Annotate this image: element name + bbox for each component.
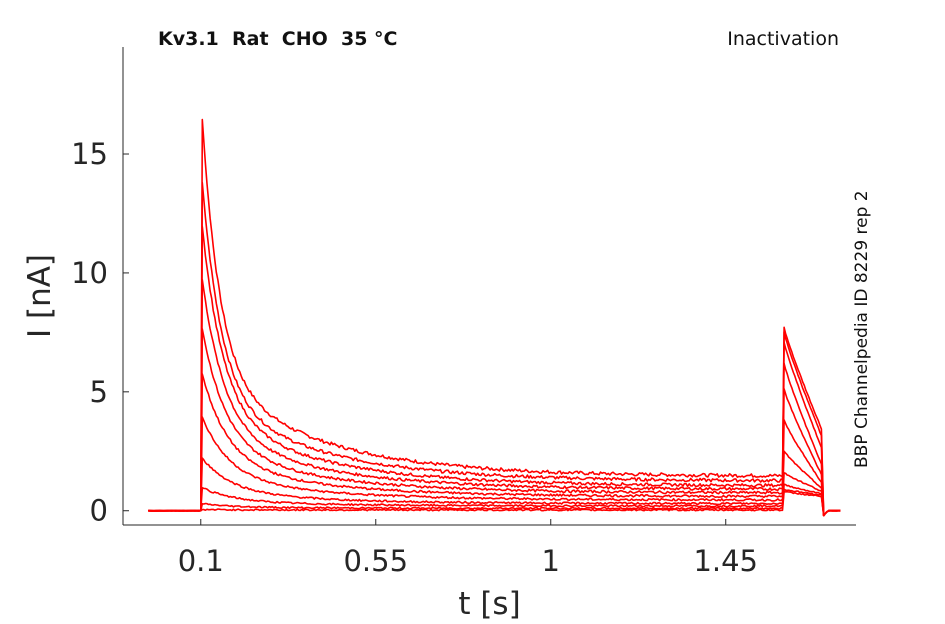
x-tick-label: 1	[542, 544, 560, 578]
chart-title: Kv3.1 Rat CHO 35 °C	[158, 28, 398, 50]
current-trace-10	[148, 488, 841, 517]
y-tick-label: 0	[90, 494, 108, 528]
current-trace-9	[148, 483, 841, 517]
x-tick-label: 0.55	[343, 544, 408, 578]
x-tick-label: 0.1	[178, 544, 224, 578]
y-tick-label: 15	[71, 137, 108, 171]
protocol-label: Inactivation	[727, 28, 839, 50]
current-trace-6	[148, 373, 841, 517]
x-tick-label: 1.45	[693, 544, 758, 578]
y-tick-label: 10	[71, 256, 108, 290]
current-trace-5	[148, 328, 841, 517]
current-trace-8	[148, 457, 841, 517]
x-axis-label: t [s]	[458, 586, 520, 622]
y-tick-label: 5	[90, 375, 108, 409]
current-trace-1	[148, 118, 841, 517]
current-trace-11	[148, 490, 841, 517]
current-trace-2	[148, 181, 841, 517]
current-trace-3	[148, 225, 841, 517]
current-trace-7	[148, 416, 841, 517]
current-trace-4	[148, 279, 841, 517]
y-axis-label: I [nA]	[22, 254, 58, 338]
